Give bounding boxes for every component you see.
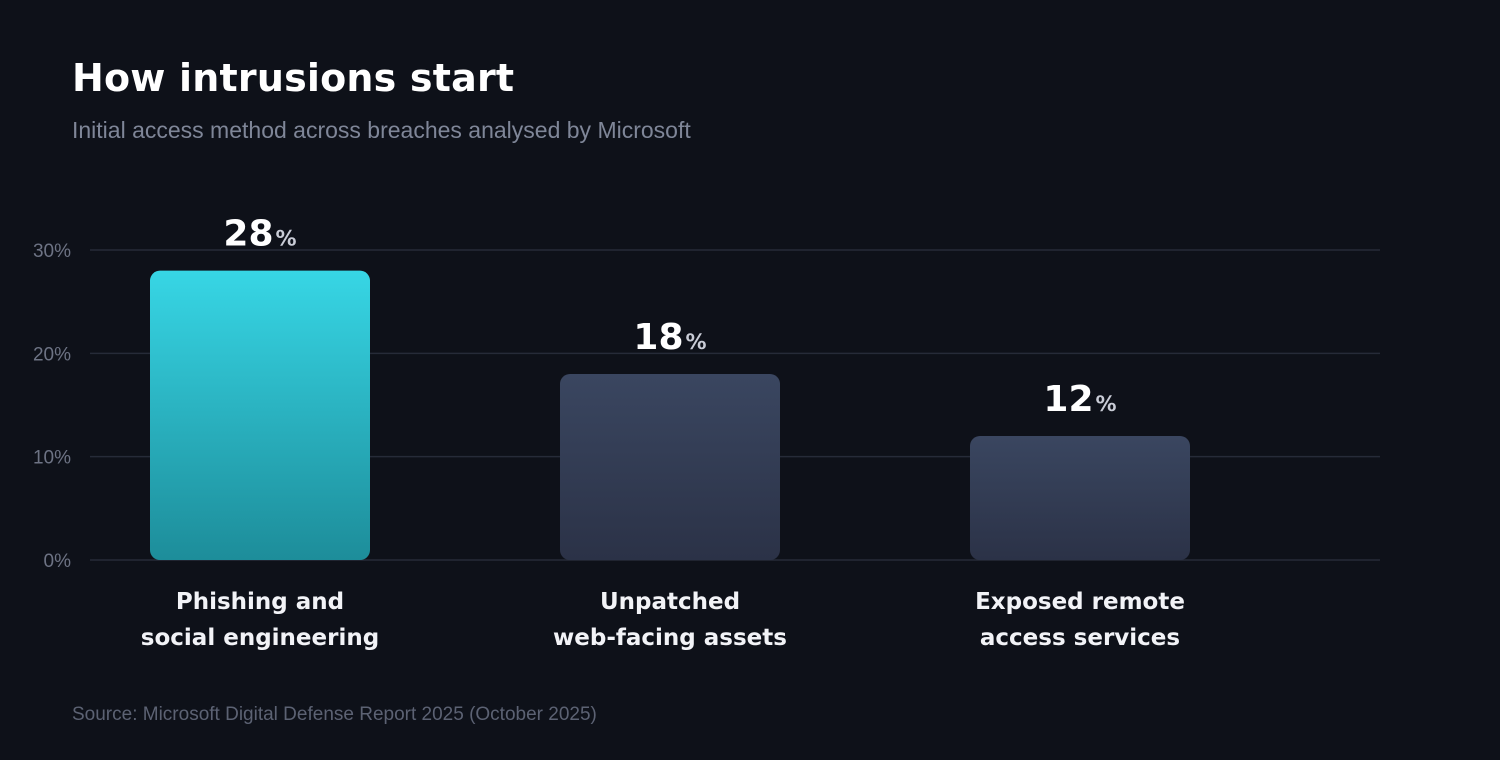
- bar-value-label: 18%: [633, 317, 706, 358]
- value-labels: 28% 18% 12%: [223, 214, 1116, 420]
- bar-value-label: 12%: [1043, 379, 1116, 420]
- source-note: Source: Microsoft Digital Defense Report…: [72, 704, 597, 725]
- category-labels: Phishing and social engineering Unpatched w…: [141, 589, 1185, 651]
- y-tick-label: 10%: [33, 448, 71, 469]
- bar: [560, 374, 780, 560]
- bar-value-label: 28%: [223, 214, 296, 255]
- chart-title: How intrusions start: [72, 56, 515, 100]
- chart-subtitle: Initial access method across breaches an…: [72, 117, 691, 143]
- y-tick-label: 0%: [44, 551, 72, 572]
- category-label: Phishing and social engineering: [141, 589, 379, 651]
- category-label: Unpatched web-facing assets: [553, 589, 787, 651]
- y-axis-ticks: 0% 10% 20% 30%: [33, 241, 71, 572]
- bar: [150, 270, 370, 560]
- bars: [150, 270, 1190, 560]
- y-tick-label: 30%: [33, 241, 71, 262]
- y-tick-label: 20%: [33, 344, 71, 365]
- category-label: Exposed remote access services: [975, 589, 1185, 651]
- bar: [970, 436, 1190, 560]
